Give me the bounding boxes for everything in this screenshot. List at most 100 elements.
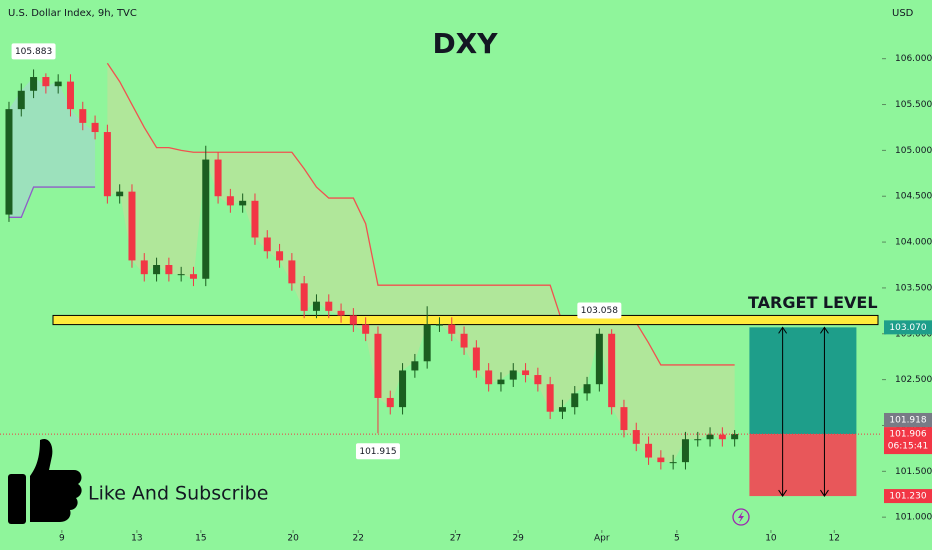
currency: USD xyxy=(892,8,914,19)
annotation-label: 103.058 xyxy=(581,306,618,316)
candle-body xyxy=(571,393,579,408)
candle-body xyxy=(91,122,99,133)
indicator-line xyxy=(8,186,96,218)
chart-title: DXY xyxy=(432,27,498,60)
y-tick-label: 105.000 xyxy=(895,146,932,156)
candle-body xyxy=(153,265,161,275)
candle-body xyxy=(54,81,62,87)
candle-body xyxy=(251,200,259,238)
y-tick-label: 104.000 xyxy=(895,238,932,248)
indicator-fill xyxy=(107,63,735,463)
x-tick-label: 27 xyxy=(450,534,461,544)
y-tick-label: 106.000 xyxy=(895,54,932,64)
indicator-fill xyxy=(8,77,96,218)
price-tag-label: 101.918 xyxy=(889,415,926,425)
candle-body xyxy=(116,191,124,197)
price-tag xyxy=(884,489,932,504)
price-tag xyxy=(884,320,932,335)
candle-body xyxy=(165,265,173,275)
countdown: 06:15:41 xyxy=(888,442,928,452)
price-tag-label: 103.070 xyxy=(889,323,926,333)
candle-body xyxy=(263,237,271,252)
candle-body xyxy=(731,434,739,440)
y-tick-label: 101.500 xyxy=(895,467,932,477)
candle-body xyxy=(558,407,566,412)
candle-body xyxy=(337,310,345,316)
candle-body xyxy=(583,384,591,394)
candle-body xyxy=(325,301,333,311)
candle-body xyxy=(645,443,653,458)
candle-body xyxy=(226,196,234,206)
target-label: TARGET LEVEL xyxy=(748,293,878,312)
price-tag xyxy=(884,427,932,455)
candle-body xyxy=(239,200,247,206)
price-tag-label: 101.230 xyxy=(889,492,926,502)
candle-body xyxy=(79,109,87,123)
annotation-box xyxy=(355,443,400,460)
candle-body xyxy=(103,132,111,197)
candle-body xyxy=(460,333,468,348)
x-tick-label: 5 xyxy=(674,534,680,544)
candle-body xyxy=(546,384,554,412)
candle-body xyxy=(411,361,419,371)
candle-body xyxy=(694,439,702,441)
candle-body xyxy=(620,407,628,431)
candle-body xyxy=(128,191,136,261)
x-tick-label: 22 xyxy=(353,534,364,544)
arrow-head xyxy=(778,326,788,497)
candle-body xyxy=(497,379,505,385)
x-tick-label: 9 xyxy=(59,534,65,544)
annotation-label: 101.915 xyxy=(359,447,396,457)
candle-body xyxy=(5,109,13,215)
candle-body xyxy=(386,397,394,408)
candle-body xyxy=(632,430,640,444)
annotation-box xyxy=(577,302,622,319)
footer-text: Like And Subscribe xyxy=(88,483,268,505)
price-tag xyxy=(884,412,932,427)
candle-body xyxy=(312,301,320,311)
candle-body xyxy=(300,283,308,311)
candle-body xyxy=(30,77,38,91)
target-band xyxy=(52,314,879,326)
candle-body xyxy=(435,324,443,326)
candle-body xyxy=(374,333,382,398)
candle-body xyxy=(276,251,284,261)
candle-body xyxy=(214,159,222,197)
candle-body xyxy=(522,370,530,376)
candle-body xyxy=(718,434,726,440)
y-tick-label: 102.500 xyxy=(895,375,932,385)
y-tick-label: 103.500 xyxy=(895,283,932,293)
lightning-icon xyxy=(732,508,750,526)
candle-body xyxy=(706,434,714,440)
y-tick-label: 105.500 xyxy=(895,100,932,110)
layer: 101.000101.500102.000102.500103.000103.5… xyxy=(8,54,932,544)
candle-body xyxy=(288,260,296,284)
y-tick-label: 101.000 xyxy=(895,513,932,523)
candle-body xyxy=(177,274,185,276)
candle-body xyxy=(349,315,357,325)
x-tick-label: 13 xyxy=(131,534,142,544)
candle-body xyxy=(608,333,616,408)
thumbs-up-icon xyxy=(8,438,82,524)
x-tick-label: 10 xyxy=(765,534,777,544)
candle-body xyxy=(17,90,25,110)
candle-body xyxy=(423,324,431,362)
x-tick-label: 29 xyxy=(512,534,524,544)
candle-body xyxy=(485,370,493,385)
annotation-label: 105.883 xyxy=(15,47,52,57)
profit-zone xyxy=(749,327,857,435)
candle-body xyxy=(472,347,480,371)
candle-body xyxy=(681,439,689,463)
annotation-box xyxy=(11,43,56,60)
candle-body xyxy=(42,77,50,87)
candle-body xyxy=(66,81,74,110)
candle-body xyxy=(189,274,197,279)
candle-body xyxy=(669,462,677,464)
x-tick-label: 15 xyxy=(195,534,206,544)
arrow-head xyxy=(820,326,829,497)
x-tick-label: 20 xyxy=(287,534,299,544)
x-tick-label: Apr xyxy=(594,534,610,544)
chart-subtitle: U.S. Dollar Index, 9h, TVC xyxy=(8,8,137,19)
candle-body xyxy=(362,324,370,334)
